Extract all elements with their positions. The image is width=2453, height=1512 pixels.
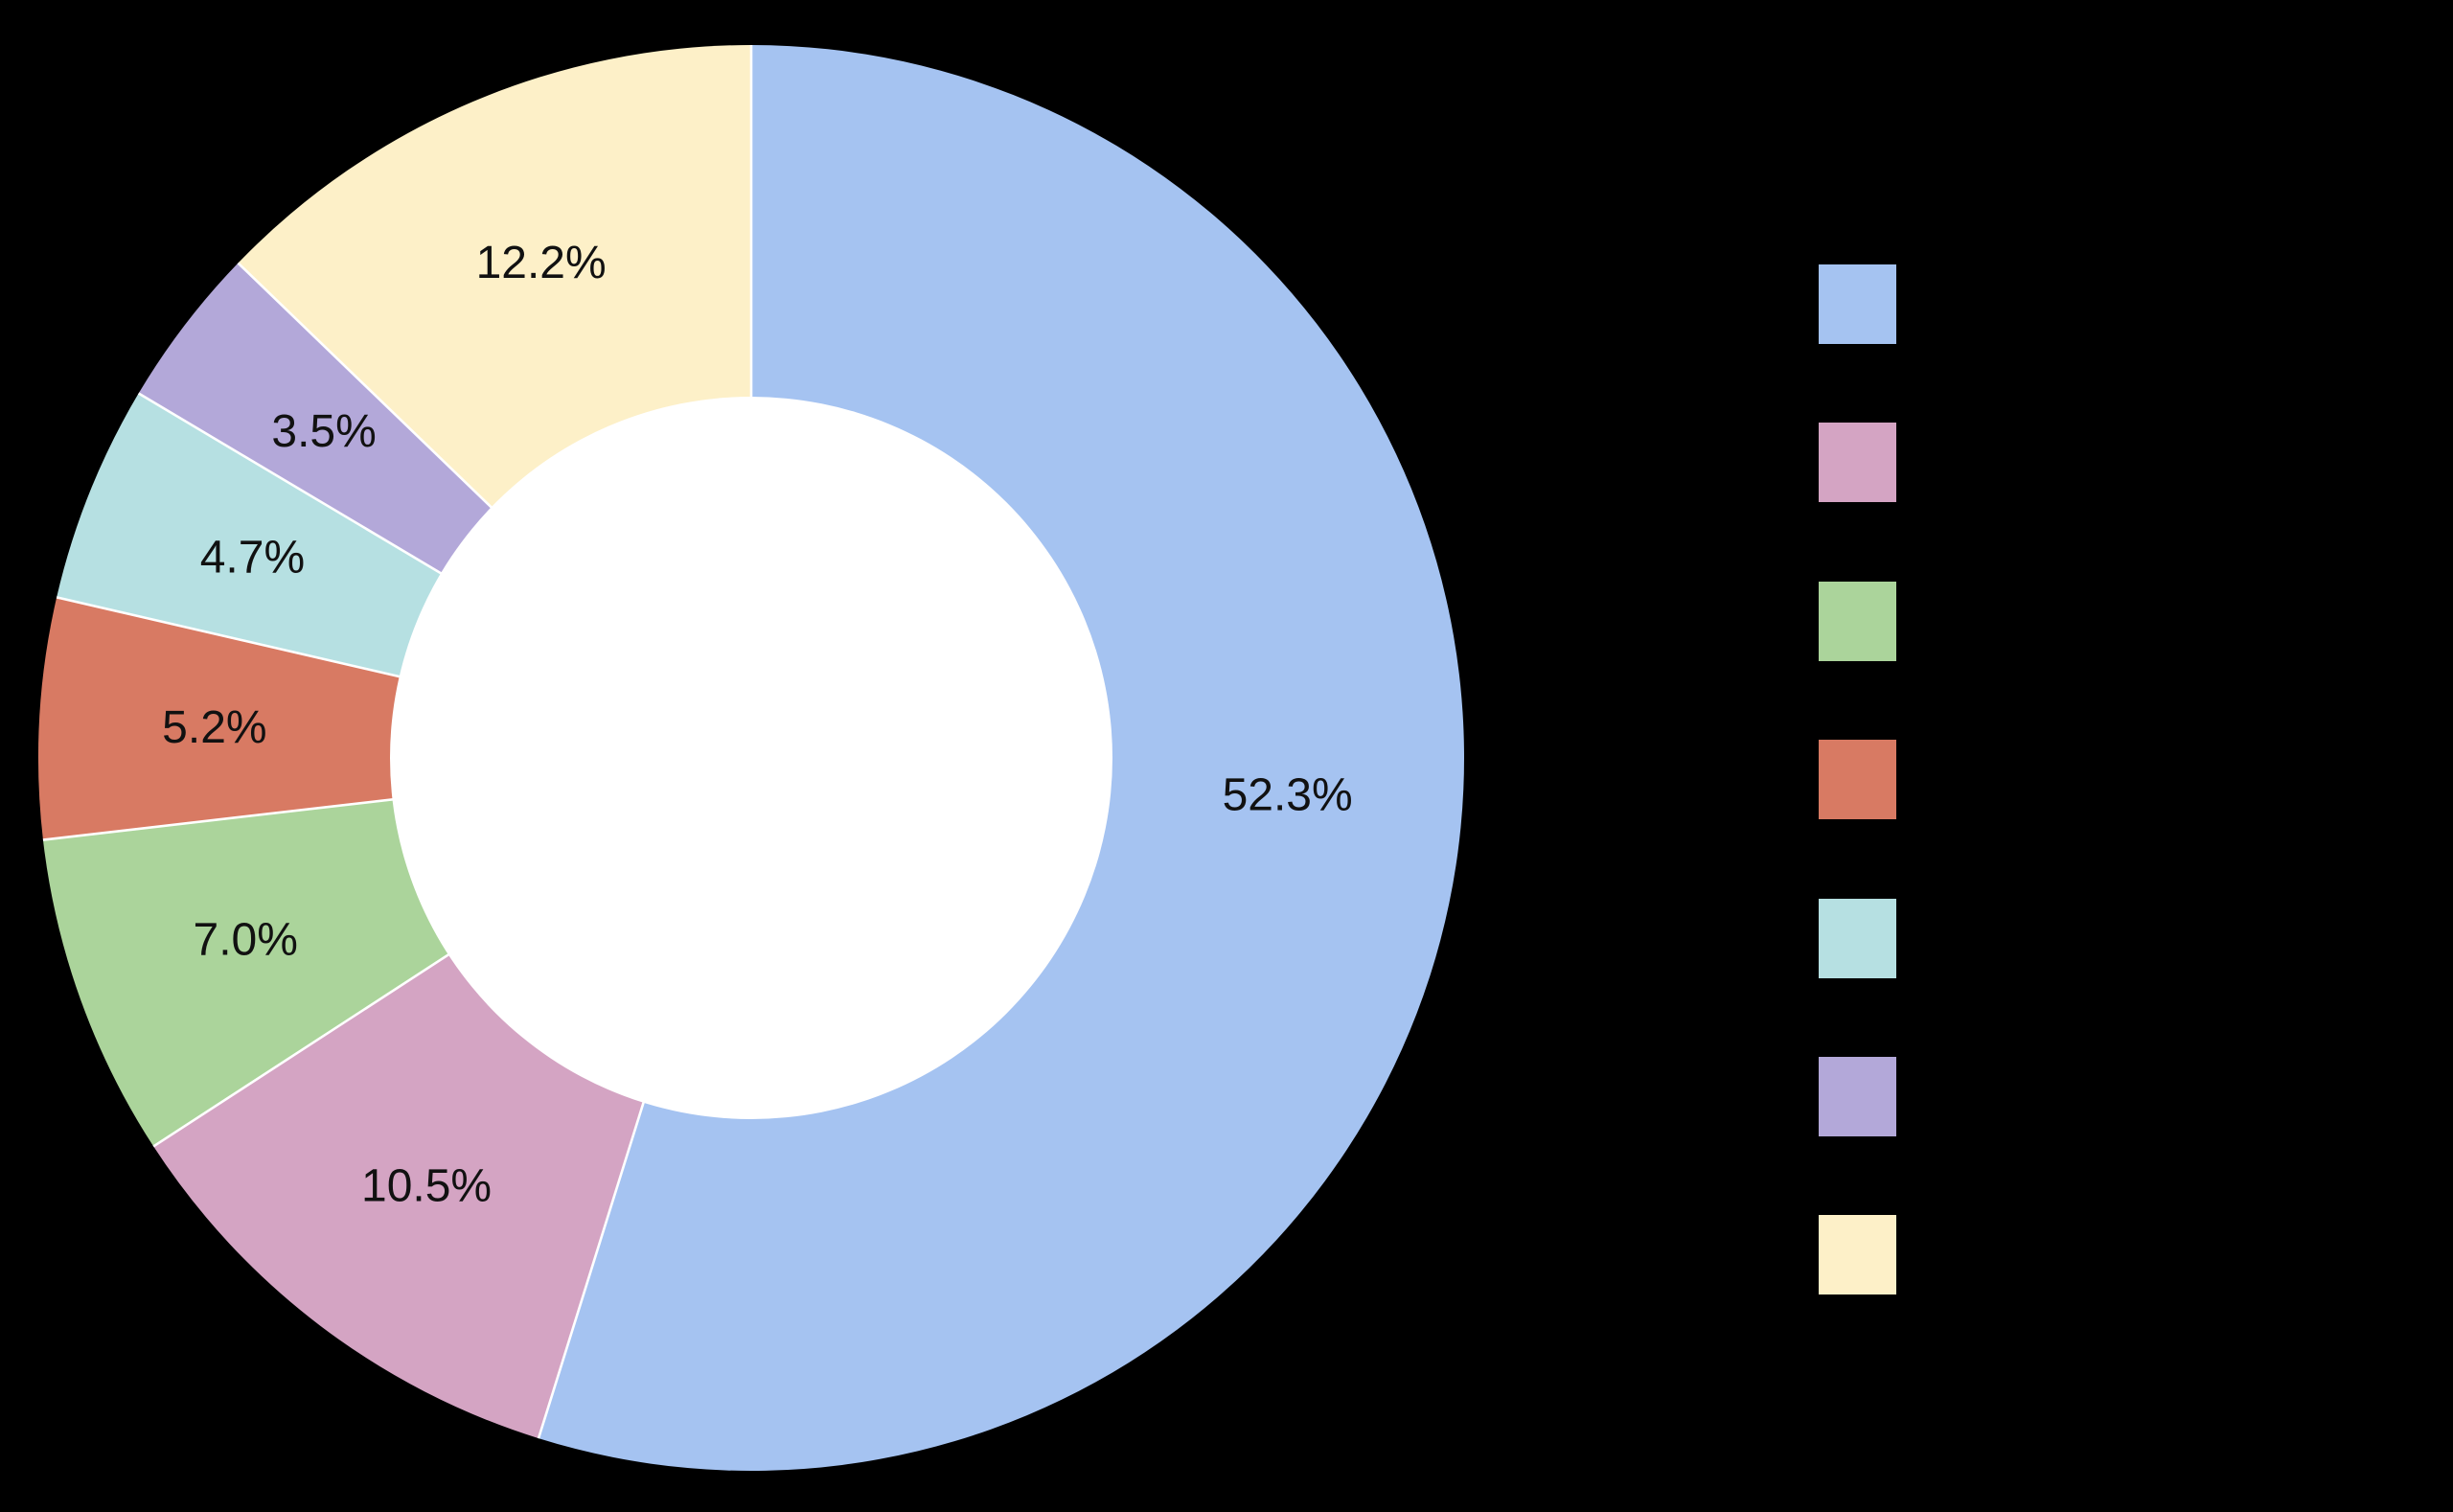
slice-label: 12.2% — [476, 238, 607, 288]
slice-label: 4.7% — [200, 532, 305, 583]
slice-label: 52.3% — [1223, 770, 1353, 821]
slice-label: 3.5% — [271, 406, 376, 457]
slice-label: 5.2% — [162, 702, 266, 753]
donut-hole — [390, 397, 1112, 1119]
slice-label: 7.0% — [194, 915, 298, 966]
slice-label: 10.5% — [361, 1161, 492, 1212]
slice-labels: 52.3% 10.5% 7.0% 5.2% 4.7% 3.5% 12.2% — [162, 238, 1353, 1211]
